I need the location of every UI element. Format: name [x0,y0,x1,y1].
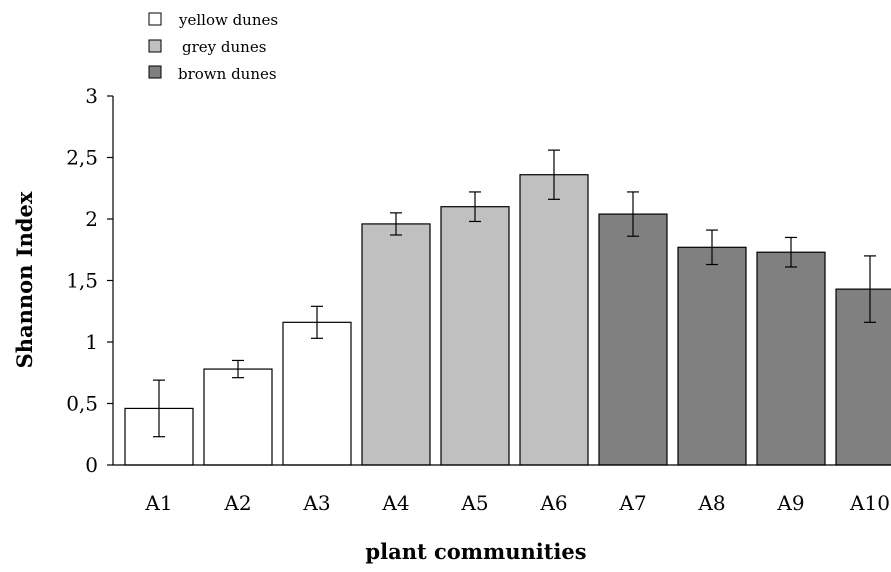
error-bar-a1 [153,379,165,438]
error-bar-a8 [706,229,718,266]
legend-swatch-grey-dunes [148,39,162,53]
error-bar-a2 [232,359,244,379]
error-bar-a4 [390,212,402,236]
bar-a3 [282,321,352,466]
x-tick-label: A5 [460,491,488,515]
y-axis-title: Shannon Index [12,191,37,368]
error-bar-a10 [864,255,876,323]
x-tick-label: A7 [618,491,646,515]
bar-a10 [835,288,891,466]
bar-a4 [361,223,431,466]
legend-label-brown-dunes: brown dunes [178,65,277,83]
x-tick-label: A4 [381,491,409,515]
bar-a5 [440,206,510,466]
y-tick-label: 2 [85,207,98,231]
legend-label-yellow-dunes: yellow dunes [178,11,278,29]
error-bars [153,149,876,438]
y-tick-label: 3 [85,84,98,108]
y-tick-label: 1 [85,330,98,354]
x-tick-label: A8 [697,491,725,515]
bar-a9 [756,251,826,466]
y-axis-ticks: 0 0,5 1 1,5 2 2,5 3 [66,84,113,477]
bar-a7 [598,213,668,466]
x-axis-title: plant communities [365,539,586,564]
x-tick-label: A6 [539,491,567,515]
x-tick-label: A2 [223,491,251,515]
legend-item-grey-dunes: grey dunes [148,38,266,56]
legend: yellow dunes grey dunes brown dunes [148,11,278,83]
x-tick-label: A3 [302,491,330,515]
y-tick-label: 2,5 [66,146,98,170]
x-axis-ticks: A1 A2 A3 A4 A5 A6 A7 A8 A9 A10 [144,491,890,515]
error-bar-a5 [469,191,481,223]
bars [124,174,891,466]
bar-a6 [519,174,589,466]
bar-a2 [203,368,273,466]
x-tick-label: A9 [776,491,804,515]
error-bar-a7 [627,191,639,237]
y-tick-label: 0 [85,453,98,477]
y-tick-label: 0,5 [66,392,98,416]
x-tick-label: A1 [144,491,172,515]
x-tick-label: A10 [849,491,890,515]
bar-a8 [677,246,747,466]
legend-label-grey-dunes: grey dunes [182,38,266,56]
legend-swatch-yellow-dunes [148,12,162,26]
error-bar-a9 [785,236,797,268]
error-bar-a3 [311,305,323,339]
y-tick-label: 1,5 [66,269,98,293]
legend-item-brown-dunes: brown dunes [148,65,277,83]
legend-item-yellow-dunes: yellow dunes [148,11,278,29]
legend-swatch-brown-dunes [148,65,162,79]
error-bar-a6 [548,149,560,200]
